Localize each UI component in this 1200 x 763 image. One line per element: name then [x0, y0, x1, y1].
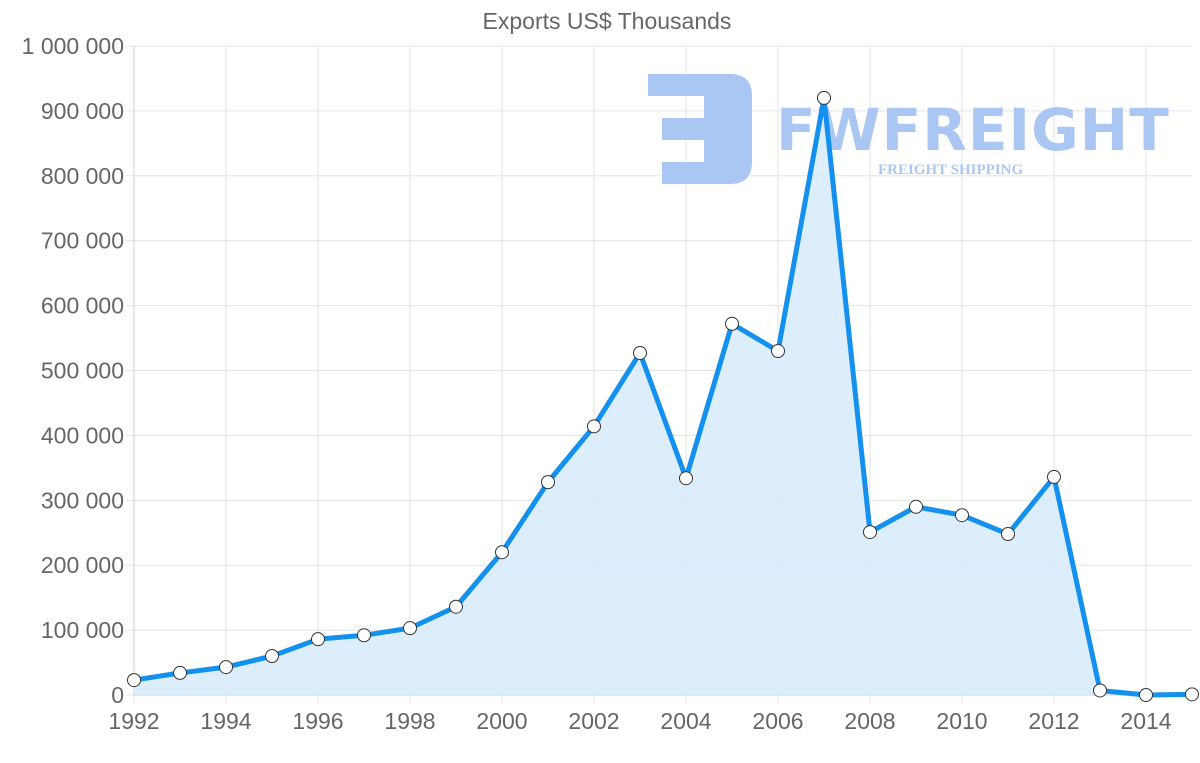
y-tick-label: 400 000: [41, 422, 124, 448]
data-point[interactable]: [587, 419, 601, 434]
x-tick-label: 2014: [1120, 708, 1171, 734]
x-tick-label: 2010: [936, 708, 987, 734]
watermark-tagline: FREIGHT SHIPPING: [878, 162, 1023, 178]
y-tick-label: 300 000: [41, 487, 124, 513]
data-point[interactable]: [219, 660, 233, 675]
x-tick-label: 1998: [384, 708, 435, 734]
data-point[interactable]: [173, 665, 187, 680]
x-axis: 1992 1994 1996 1998 2000 2002 2004 2006 2008 2010…: [108, 708, 1171, 734]
data-point[interactable]: [863, 525, 877, 540]
data-line: [133, 95, 1193, 698]
x-tick-label: 1996: [292, 708, 343, 734]
data-point[interactable]: [771, 344, 785, 359]
x-tick-label: 2012: [1028, 708, 1079, 734]
watermark-logo: FWFREIGHT FREIGHT SHIPPING: [648, 74, 1170, 184]
x-tick-label: 2004: [660, 708, 711, 734]
y-axis: 0 100 000 200 000 300 000 400 000 500 000 600 …: [22, 33, 124, 708]
data-point[interactable]: [725, 316, 739, 331]
y-tick-label: 600 000: [41, 293, 124, 319]
data-point[interactable]: [311, 632, 325, 647]
data-point[interactable]: [403, 621, 417, 636]
x-tick-label: 2000: [476, 708, 527, 734]
watermark-brand: FWFREIGHT: [776, 96, 1170, 164]
data-point[interactable]: [265, 649, 279, 664]
x-tick-label: 1994: [200, 708, 251, 734]
x-tick-label: 1992: [108, 708, 159, 734]
x-tick-label: 2008: [844, 708, 895, 734]
y-tick-label: 800 000: [41, 163, 124, 189]
data-point[interactable]: [1185, 687, 1199, 702]
data-point[interactable]: [1139, 688, 1153, 702]
data-point[interactable]: [1001, 527, 1015, 542]
area-fill: [134, 97, 1192, 696]
data-point[interactable]: [909, 499, 923, 514]
data-point[interactable]: [955, 508, 969, 523]
data-point[interactable]: [633, 345, 647, 360]
data-point[interactable]: [817, 90, 831, 105]
chart-title: Exports US$ Thousands: [482, 8, 732, 34]
y-tick-label: 900 000: [41, 98, 124, 124]
x-tick-label: 2002: [568, 708, 619, 734]
y-tick-label: 100 000: [41, 617, 124, 643]
y-tick-label: 500 000: [41, 358, 124, 384]
data-point[interactable]: [495, 545, 509, 560]
data-point[interactable]: [449, 599, 463, 614]
y-tick-label: 700 000: [41, 228, 124, 254]
data-point[interactable]: [541, 475, 555, 490]
data-point[interactable]: [127, 673, 141, 688]
y-tick-label: 200 000: [41, 552, 124, 578]
y-tick-label: 1 000 000: [22, 33, 124, 59]
x-tick-label: 2006: [752, 708, 803, 734]
logo-mark-icon: [648, 74, 752, 184]
data-point[interactable]: [357, 628, 371, 643]
data-point[interactable]: [1047, 469, 1061, 484]
data-points: [127, 90, 1199, 702]
data-point[interactable]: [679, 471, 693, 486]
data-point[interactable]: [1093, 683, 1107, 698]
y-tick-label: 0: [111, 682, 124, 708]
